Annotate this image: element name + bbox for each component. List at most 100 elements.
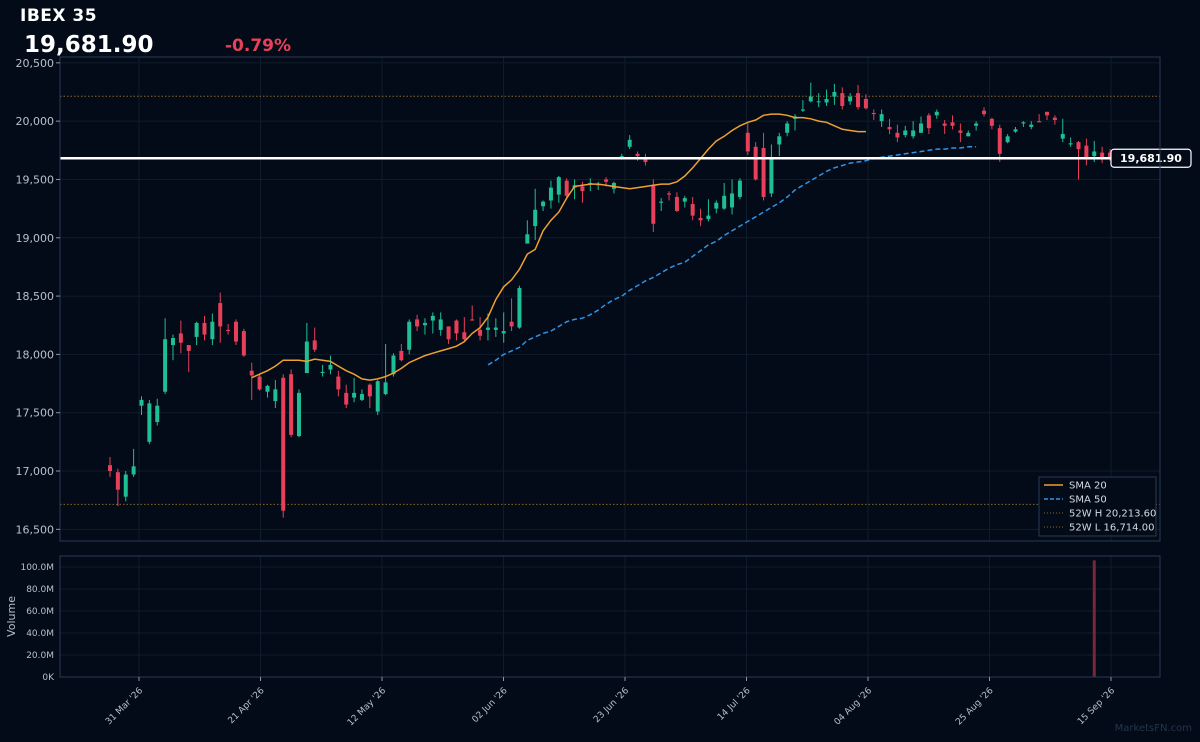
candle-body	[415, 319, 420, 327]
candle-body	[580, 186, 585, 192]
candle-body	[1013, 129, 1018, 132]
y-tick-label: 20,500	[16, 57, 55, 70]
candle-body	[296, 392, 301, 437]
candle-body	[170, 338, 175, 346]
y-tick-label: 18,000	[16, 348, 55, 361]
candle-body	[1005, 136, 1010, 143]
volume-tick-label: 20.0M	[26, 651, 54, 661]
volume-panel-border	[59, 555, 1161, 678]
candle-body	[375, 381, 380, 412]
candle-body	[438, 319, 443, 330]
candle-body	[714, 202, 719, 209]
candle-body	[942, 123, 947, 126]
candle-body	[446, 326, 451, 340]
candle-body	[454, 320, 459, 334]
candle-body	[800, 109, 805, 111]
candle-body	[903, 130, 908, 136]
candle-body	[470, 319, 475, 321]
price-grid	[60, 57, 1160, 541]
candle-body	[730, 193, 735, 208]
candle-body	[698, 217, 703, 221]
y-tick-label: 17,000	[16, 465, 55, 478]
candle-body	[147, 403, 152, 442]
candle-body	[627, 139, 632, 147]
index-title: IBEX 35	[20, 6, 98, 26]
candle-body	[541, 201, 546, 207]
legend-entry: SMA 50	[1069, 495, 1107, 506]
candle-body	[320, 371, 325, 374]
volume-grid	[60, 556, 1160, 678]
candle-body	[1060, 133, 1065, 139]
candle-body	[509, 321, 514, 327]
candle-body	[1037, 121, 1042, 123]
volume-tick-label: 40.0M	[26, 629, 54, 639]
candle-body	[178, 333, 183, 343]
volume-axis-label: Volume	[5, 596, 18, 637]
volume-bars	[1092, 560, 1096, 677]
candle-body	[501, 331, 506, 334]
candle-body	[202, 322, 207, 335]
candle-body	[517, 287, 522, 328]
candle-body	[604, 179, 609, 182]
candle-body	[871, 112, 876, 115]
candle-body	[1076, 142, 1081, 150]
candle-body	[879, 114, 884, 122]
x-tick-label: 21 Apr '26	[227, 686, 267, 726]
volume-tick-label: 100.0M	[20, 563, 54, 573]
y-tick-label: 20,000	[16, 115, 55, 128]
candle-body	[1084, 145, 1089, 158]
change-percent: -0.79%	[225, 36, 292, 56]
legend-entry: 52W H 20,213.60	[1069, 509, 1156, 520]
candle-body	[281, 377, 286, 511]
candle-body	[1100, 152, 1105, 158]
candle-body	[312, 340, 317, 350]
candle-body	[336, 376, 341, 390]
y-tick-label: 16,500	[16, 523, 55, 536]
candle-body	[643, 157, 648, 162]
legend-entry: SMA 20	[1069, 481, 1107, 492]
candle-body	[352, 392, 357, 398]
candle-body	[934, 111, 939, 116]
candle-body	[1068, 143, 1073, 145]
candle-body	[1108, 152, 1112, 159]
x-tick-label: 25 Aug '26	[954, 686, 996, 728]
candle-body	[832, 91, 837, 97]
moving-averages	[251, 113, 977, 381]
candle-body	[478, 329, 483, 336]
x-tick-label: 15 Sep '26	[1076, 686, 1117, 727]
y-tick-label: 18,500	[16, 290, 55, 303]
candle-body	[745, 132, 750, 152]
candle-body	[485, 327, 490, 330]
sma20-line	[251, 113, 866, 381]
candle-body	[863, 98, 868, 109]
candle-body	[659, 201, 664, 203]
candle-body	[840, 93, 845, 106]
x-tick-label: 14 Jul '26	[716, 686, 753, 723]
candle-body	[926, 115, 931, 129]
candle-body	[808, 96, 813, 102]
y-tick-label: 19,500	[16, 173, 55, 186]
candle-body	[548, 187, 553, 201]
candle-body	[674, 196, 679, 211]
candle-body	[210, 321, 215, 340]
volume-tick-label: 80.0M	[26, 585, 54, 595]
volume-tick-label: 60.0M	[26, 607, 54, 617]
candle-body	[887, 126, 892, 130]
candle-body	[722, 195, 727, 209]
candle-body	[950, 122, 955, 126]
candle-body	[533, 209, 538, 227]
candle-body	[186, 345, 191, 351]
candle-body	[233, 321, 238, 342]
legend-entry: 52W L 16,714.00	[1069, 523, 1154, 534]
x-tick-label: 02 Jun '26	[471, 686, 510, 725]
last-price-label: 19,681.90	[1120, 152, 1182, 165]
candle-body	[737, 180, 742, 197]
candle-body	[848, 96, 853, 102]
candle-body	[257, 376, 262, 390]
candle-body	[407, 321, 412, 350]
candle-body	[123, 474, 128, 497]
volume-tick-label: 0K	[42, 673, 55, 683]
candle-body	[249, 370, 254, 376]
candle-body	[667, 193, 672, 195]
